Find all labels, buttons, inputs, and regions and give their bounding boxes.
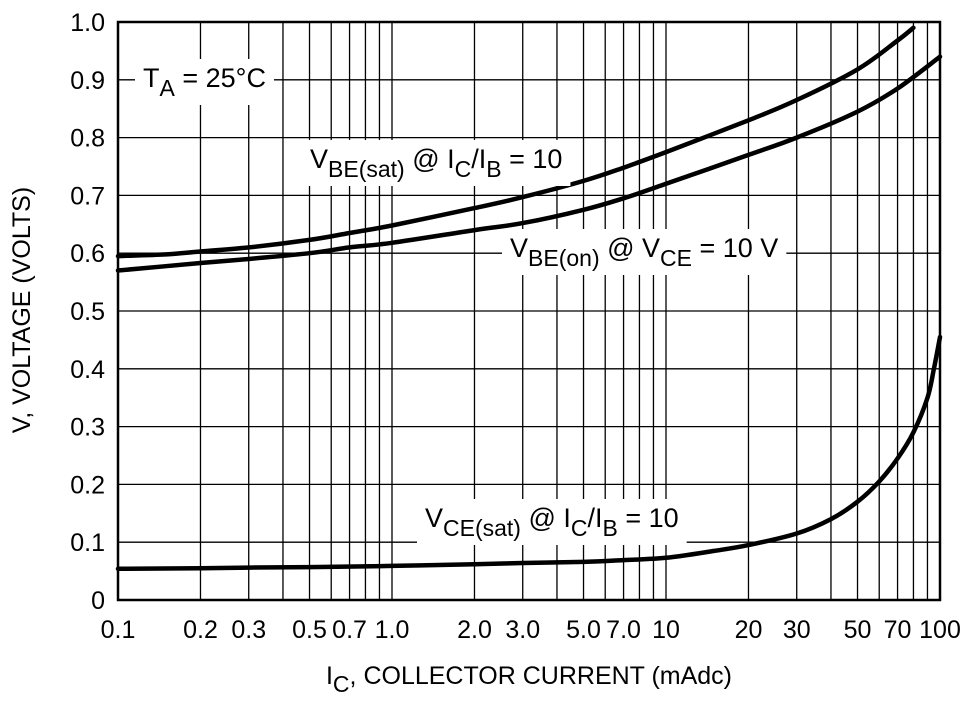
x-tick-label: 3.0: [505, 616, 540, 644]
y-tick-label: 0.8: [70, 125, 105, 153]
x-tick-label: 0.1: [101, 616, 136, 644]
vbe-on-label-background: [502, 229, 787, 275]
y-tick-label: 0.6: [70, 240, 105, 268]
x-tick-label: 30: [783, 616, 811, 644]
vce-sat-label-background: [417, 499, 687, 545]
x-tick-label: 100: [919, 616, 961, 644]
label-backgrounds: [135, 59, 787, 545]
vbe-on-label: VBE(on) @ VCE = 10 V: [510, 233, 778, 271]
y-tick-label: 0.5: [70, 298, 105, 326]
y-tick-label: 0.1: [70, 529, 105, 557]
x-tick-label: 0.2: [183, 616, 218, 644]
vbe-sat-curve: [115, 25, 916, 259]
y-tick-label: 0.7: [70, 182, 105, 210]
vbe-on-curve: [115, 54, 943, 273]
vbe-sat-label: VBE(sat) @ IC/IB = 10: [310, 144, 562, 182]
y-tick-label: 0.3: [70, 414, 105, 442]
y-tick-label: 1.0: [70, 9, 105, 37]
y-tick-label: 0.9: [70, 67, 105, 95]
x-tick-label: 50: [844, 616, 872, 644]
vce-sat-curve: [115, 334, 943, 572]
curves: [115, 25, 943, 572]
x-axis-title: IC, COLLECTOR CURRENT (mAdc): [326, 662, 732, 697]
x-tick-label: 0.7: [332, 616, 367, 644]
y-tick-label: 0.2: [70, 471, 105, 499]
temperature-label: TA = 25°C: [143, 63, 266, 101]
annotations: TA = 25°C VBE(sat) @ IC/IB = 10 VBE(on) @ …: [143, 63, 778, 541]
vbe-sat-label-background: [302, 140, 571, 186]
x-tick-label: 70: [884, 616, 912, 644]
x-tick-label: 7.0: [606, 616, 641, 644]
x-tick-label: 1.0: [375, 616, 410, 644]
plot-frame: [116, 20, 942, 602]
x-tick-label: 20: [735, 616, 763, 644]
x-tick-label: 2.0: [457, 616, 492, 644]
y-tick-label: 0: [91, 587, 105, 615]
x-tick-label: 0.3: [231, 616, 266, 644]
temperature-label-background: [135, 59, 274, 105]
tick-labels: 0.1 0.2 0.3 0.5 0.7 1.0 2.0 3.0 5.0 7.0 10 20 30 50 70…: [70, 9, 961, 644]
y-tick-label: 0.4: [70, 356, 105, 384]
x-tick-label: 10: [652, 616, 680, 644]
vce-sat-label: VCE(sat) @ IC/IB = 10: [425, 503, 679, 541]
x-tick-label: 0.5: [292, 616, 327, 644]
x-tick-label: 5.0: [566, 616, 601, 644]
y-axis-title: V, VOLTAGE (VOLTS): [8, 187, 36, 433]
